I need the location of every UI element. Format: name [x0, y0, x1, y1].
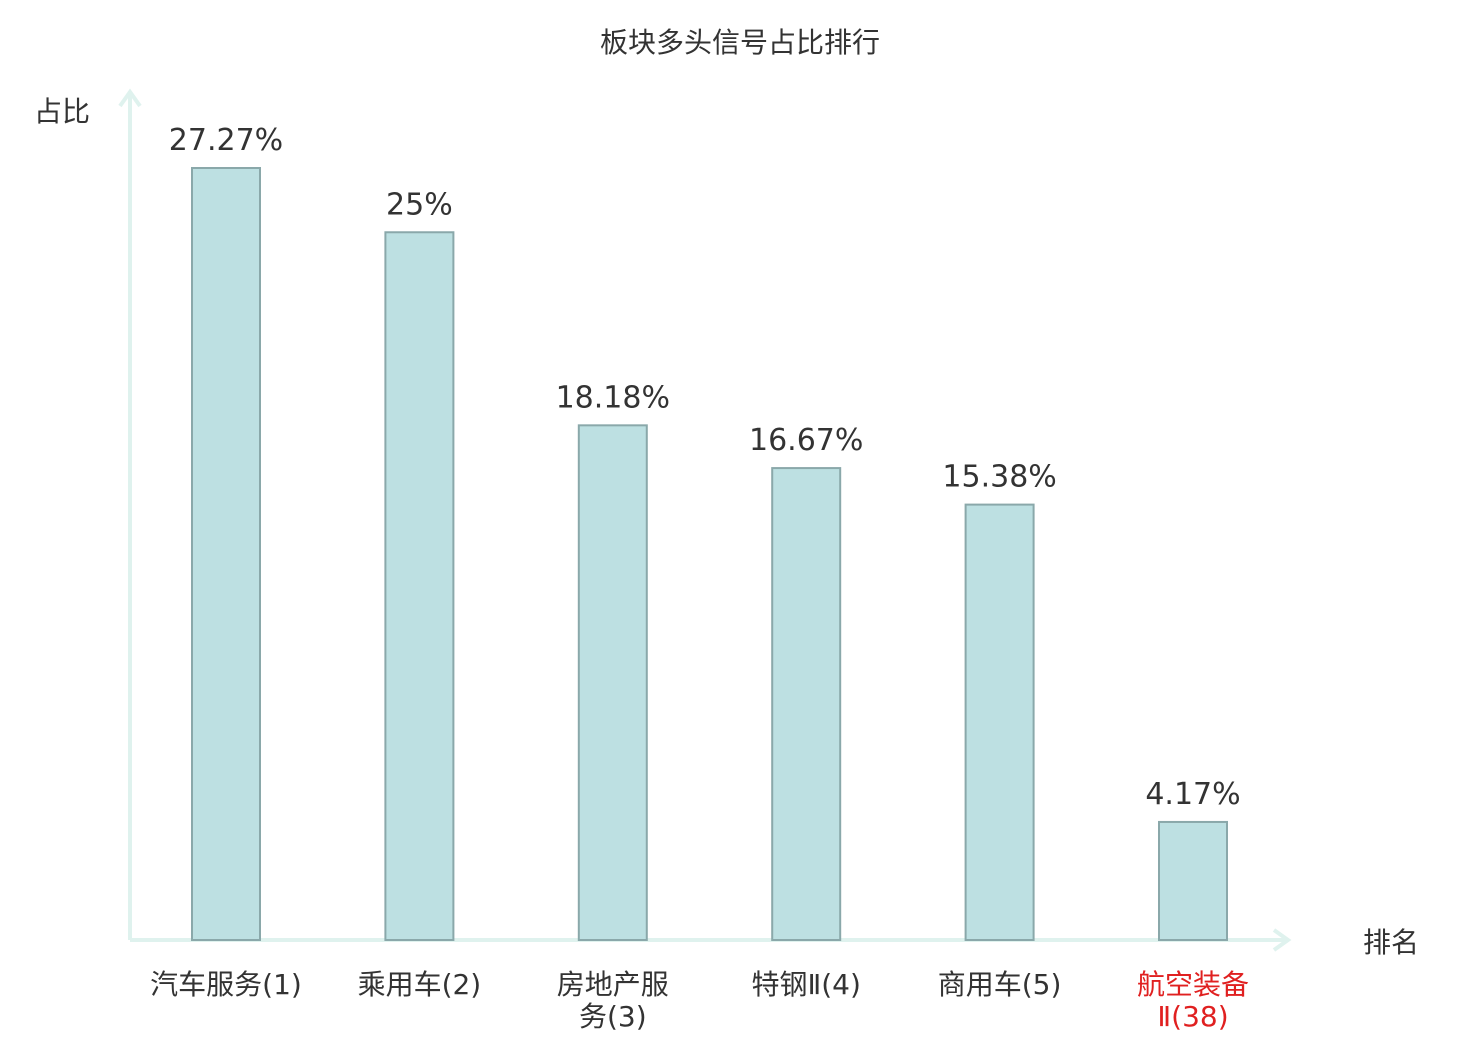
x-tick-label-line: 房地产服 [557, 968, 669, 1001]
chart-title: 板块多头信号占比排行 [600, 26, 880, 59]
x-tick-label-line: Ⅱ(38) [1157, 1000, 1228, 1033]
value-labels: 27.27% 25% 18.18% 16.67% 15.38% 4.17% [169, 123, 1241, 812]
x-tick-label: 航空装备 Ⅱ(38) [1137, 968, 1249, 1033]
bar [577, 424, 648, 942]
axes [118, 88, 1292, 952]
x-axis-label: 排名 [1363, 926, 1419, 959]
x-axis-arrow-icon [1272, 928, 1292, 952]
bar-value-label: 25% [386, 187, 453, 222]
x-tick-label: 汽车服务(1) [150, 968, 302, 1001]
x-tick-label: 商用车(5) [938, 968, 1062, 1001]
y-axis-label: 占比 [34, 95, 90, 128]
y-axis-arrow-icon [118, 88, 142, 108]
x-tick-label: 乘用车(2) [358, 968, 482, 1001]
x-tick-label-line: 航空装备 [1137, 968, 1249, 1001]
bar-value-label: 15.38% [942, 460, 1056, 495]
x-tick-label-line: 汽车服务(1) [150, 968, 302, 1001]
x-tick-label: 房地产服务(3) [557, 968, 669, 1033]
bar [771, 467, 842, 941]
x-tick-label-line: 务(3) [579, 1000, 647, 1033]
bars [191, 167, 1228, 942]
bar-value-label: 16.67% [749, 423, 863, 458]
bar-value-label: 18.18% [556, 380, 670, 415]
x-tick-label-line: 乘用车(2) [358, 968, 482, 1001]
bar [1158, 820, 1228, 942]
bar-value-label: 4.17% [1145, 777, 1240, 812]
bar-value-label: 27.27% [169, 123, 283, 158]
x-tick-labels: 汽车服务(1) 乘用车(2) 房地产服务(3) 特钢Ⅱ(4) 商用车(5) 航空装备 Ⅱ(3… [150, 968, 1249, 1033]
bar [191, 167, 261, 941]
bar [384, 231, 455, 941]
x-tick-label: 特钢Ⅱ(4) [751, 968, 860, 1001]
x-tick-label-line: 特钢Ⅱ(4) [751, 968, 860, 1001]
bar [964, 503, 1035, 941]
x-tick-label-line: 商用车(5) [938, 968, 1062, 1001]
